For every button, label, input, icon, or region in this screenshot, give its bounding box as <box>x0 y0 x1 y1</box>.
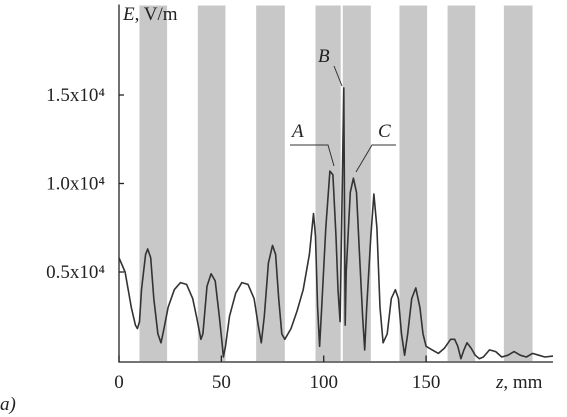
annotation-leader <box>355 144 396 173</box>
annotation: B <box>318 46 330 67</box>
x-tick-label: 150 <box>412 372 441 393</box>
x-tick-label: 100 <box>309 372 338 393</box>
x-tick-label: 50 <box>212 372 231 393</box>
plot: 0 50 100 150 0.5x10⁴ 1.0x10⁴ 1.5x10⁴ A B C <box>46 4 554 393</box>
band <box>197 5 226 361</box>
y-axis-label: E, V/m <box>122 4 178 25</box>
bands <box>139 5 533 361</box>
x-axis-label: z, mm <box>495 372 543 393</box>
band <box>256 5 285 361</box>
y-tick-label: 0.5x10⁴ <box>46 262 105 283</box>
line <box>118 87 554 360</box>
band <box>503 5 533 361</box>
panel-label: a) <box>0 394 16 415</box>
annotation: A <box>290 121 304 142</box>
band <box>315 5 341 361</box>
annotation-leader <box>290 144 335 167</box>
band <box>342 5 371 361</box>
annotation-leader <box>333 65 343 87</box>
band <box>139 5 168 361</box>
x-tick-label: 0 <box>114 372 124 393</box>
y-tick-label: 1.0x10⁴ <box>46 174 105 195</box>
band <box>399 5 428 361</box>
annotation: C <box>378 121 391 142</box>
band <box>447 5 476 361</box>
y-tick-label: 1.5x10⁴ <box>46 85 105 106</box>
